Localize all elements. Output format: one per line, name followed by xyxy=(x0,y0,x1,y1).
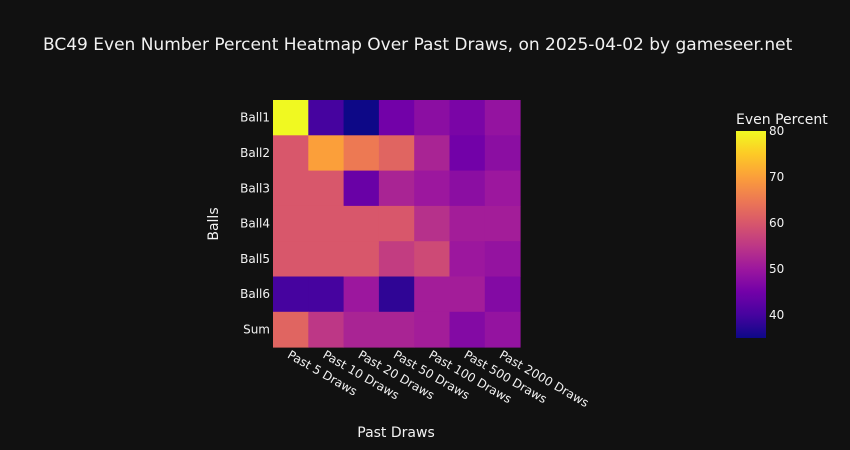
heatmap-cell xyxy=(378,276,415,313)
heatmap-cell xyxy=(308,276,345,313)
heatmap-cell xyxy=(484,170,521,207)
y-axis-title: Balls xyxy=(206,207,222,240)
heatmap-cell xyxy=(343,311,380,348)
heatmap-cell xyxy=(308,311,345,348)
heatmap-cell xyxy=(449,135,486,172)
heatmap-cell xyxy=(414,241,450,277)
heatmap-cell xyxy=(484,100,521,136)
y-tick-label: Sum xyxy=(243,322,270,336)
heatmap-cell xyxy=(484,311,521,348)
heatmap-cell xyxy=(273,311,309,348)
y-axis-ticks: Ball1 Ball2 Ball3 Ball4 Ball5 Ball6 Sum xyxy=(240,111,270,337)
colorbar-tick-label: 70 xyxy=(769,170,784,184)
heatmap-cell xyxy=(273,170,309,207)
heatmap-cell xyxy=(414,205,450,242)
y-tick-label: Ball2 xyxy=(240,146,270,160)
colorbar: Even Percent 40 50 60 70 80 xyxy=(736,112,828,338)
heatmap-cell xyxy=(343,100,380,136)
chart-title: BC49 Even Number Percent Heatmap Over Pa… xyxy=(43,35,793,55)
heatmap-cell xyxy=(343,205,380,242)
y-tick-label: Ball4 xyxy=(240,217,270,231)
colorbar-tick-label: 40 xyxy=(769,308,784,322)
heatmap-cell xyxy=(308,100,345,136)
heatmap-cell xyxy=(484,205,521,242)
heatmap-cells xyxy=(273,100,521,348)
heatmap-cell xyxy=(449,311,486,348)
heatmap-cell xyxy=(449,276,486,313)
heatmap-cell xyxy=(343,276,380,313)
heatmap-cell xyxy=(308,135,345,172)
heatmap-cell xyxy=(414,311,450,348)
heatmap-cell xyxy=(343,170,380,207)
y-tick-label: Ball6 xyxy=(240,287,270,301)
heatmap-cell xyxy=(449,205,486,242)
heatmap-cell xyxy=(378,170,415,207)
colorbar-tick-label: 60 xyxy=(769,216,784,230)
heatmap-cell xyxy=(308,170,345,207)
heatmap-cell xyxy=(273,205,309,242)
heatmap-cell xyxy=(414,135,450,172)
heatmap-cell xyxy=(414,170,450,207)
heatmap-cell xyxy=(308,205,345,242)
heatmap-cell xyxy=(378,241,415,277)
y-tick-label: Ball1 xyxy=(240,111,270,125)
heatmap-cell xyxy=(484,241,521,277)
heatmap-cell xyxy=(484,276,521,313)
heatmap-cell xyxy=(449,241,486,277)
heatmap-cell xyxy=(273,135,309,172)
x-axis-title: Past Draws xyxy=(357,425,435,441)
heatmap-cell xyxy=(273,276,309,313)
heatmap-cell xyxy=(414,276,450,313)
colorbar-title: Even Percent xyxy=(736,112,828,128)
heatmap-cell xyxy=(414,100,450,136)
colorbar-ticks: 40 50 60 70 80 xyxy=(769,124,784,322)
colorbar-tick-label: 80 xyxy=(769,124,784,138)
colorbar-gradient xyxy=(736,131,766,338)
heatmap-cell xyxy=(449,100,486,136)
y-tick-label: Ball3 xyxy=(240,181,270,195)
heatmap-cell xyxy=(343,241,380,277)
heatmap-cell xyxy=(378,100,415,136)
heatmap-cell xyxy=(273,241,309,277)
colorbar-tick-label: 50 xyxy=(769,262,784,276)
heatmap-cell xyxy=(378,205,415,242)
heatmap-cell xyxy=(273,100,309,136)
heatmap-cell xyxy=(378,135,415,172)
heatmap-cell xyxy=(484,135,521,172)
heatmap-cell xyxy=(449,170,486,207)
heatmap-cell xyxy=(343,135,380,172)
heatmap-cell xyxy=(308,241,345,277)
heatmap-cell xyxy=(378,311,415,348)
y-tick-label: Ball5 xyxy=(240,252,270,266)
